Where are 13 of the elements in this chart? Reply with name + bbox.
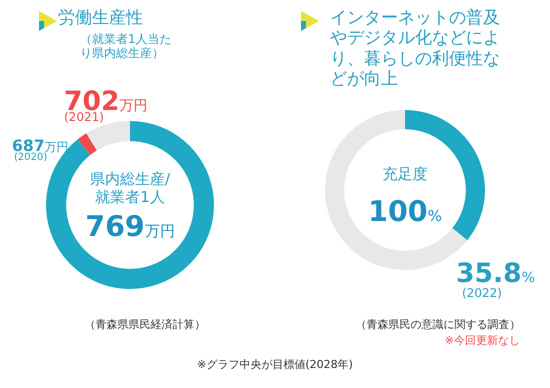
chart-title: 労働生産性 [58,8,143,28]
text: （青森県民の意識に関する調査） [356,318,520,332]
chart-title: インターネットの普及やデジタル化などにより、暮らしの利便性などが向上 [330,8,501,90]
text: 100% [368,195,442,230]
chart-subtitle: （就業者1人当たり県内総生産） [80,32,173,61]
text: 県内総生産/ 就業者1人 [90,170,170,206]
text: ※今回更新なし [444,334,520,348]
slice-label: (2022) [462,286,502,300]
text: （青森県県民経済計算） [84,318,206,332]
text: ※グラフ中央が目標値(2028年) [197,358,353,372]
data-label: 35.8% [456,258,535,289]
text: 充足度 [382,165,428,183]
text: 769万円 [85,210,175,244]
